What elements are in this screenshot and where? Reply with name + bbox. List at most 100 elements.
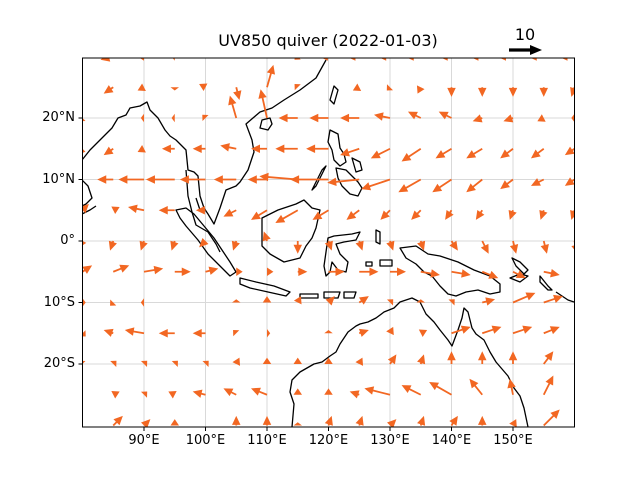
wind-arrow — [500, 178, 514, 190]
wind-arrow — [170, 240, 179, 251]
wind-arrow — [500, 148, 514, 159]
wind-arrow — [349, 390, 360, 399]
wind-arrow — [530, 178, 545, 186]
wind-arrow — [110, 360, 117, 368]
wind-arrow — [573, 354, 575, 365]
wind-arrow — [97, 175, 114, 184]
wind-arrow — [139, 58, 144, 61]
wind-arrow — [232, 299, 241, 303]
wind-arrow — [124, 327, 145, 336]
wind-arrow — [374, 112, 391, 121]
wind-arrow — [231, 240, 240, 251]
wind-arrow — [478, 415, 487, 426]
wind-arrow — [293, 357, 302, 364]
wind-arrow — [82, 330, 86, 337]
wind-arrow — [118, 175, 144, 184]
wind-arrow — [451, 325, 471, 335]
wind-arrow — [475, 209, 485, 220]
wind-arrow — [267, 329, 271, 338]
wind-arrow — [262, 357, 272, 364]
wind-arrow — [110, 299, 117, 306]
wind-arrow — [478, 87, 487, 97]
wind-arrow — [202, 360, 209, 368]
wind-arrow — [420, 269, 440, 278]
wind-arrow — [278, 113, 298, 123]
wind-arrow — [361, 178, 391, 191]
wind-arrow — [275, 144, 298, 153]
wind-arrow — [370, 147, 391, 159]
wind-arrow — [466, 147, 483, 159]
wind-arrow — [192, 329, 206, 338]
wind-arrow — [232, 415, 241, 426]
wind-arrow — [251, 209, 268, 220]
wind-arrow — [441, 58, 448, 61]
wind-arrow — [429, 381, 452, 396]
wind-arrow — [509, 240, 519, 254]
wind-arrow — [355, 357, 364, 366]
wind-arrow — [386, 240, 395, 251]
wind-arrow — [543, 351, 554, 365]
wind-arrow — [564, 146, 575, 156]
wind-arrow — [297, 267, 308, 276]
wind-arrow — [574, 328, 575, 337]
wind-arrow — [290, 175, 329, 184]
wind-arrow — [469, 378, 483, 396]
wind-arrow — [82, 114, 86, 122]
wind-arrow — [398, 178, 422, 193]
wind-arrow — [435, 147, 452, 159]
y-tick-label: 20°S — [43, 356, 75, 371]
wind-arrow — [447, 351, 456, 364]
wind-arrow — [543, 409, 560, 427]
wind-arrow — [358, 328, 369, 337]
wind-arrow — [401, 385, 422, 396]
wind-arrow — [223, 388, 237, 397]
wind-arrow — [171, 113, 175, 123]
wind-arrow — [199, 83, 208, 92]
wind-arrow — [161, 144, 175, 153]
wind-arrow — [170, 419, 179, 426]
wind-arrow — [480, 240, 489, 254]
wind-arrow — [352, 83, 362, 92]
wind-arrow — [213, 175, 237, 184]
wind-arrow — [411, 209, 422, 220]
wind-arrow — [108, 240, 117, 251]
wind-arrow — [111, 390, 120, 399]
wind-arrow — [251, 144, 267, 153]
wind-arrow — [574, 296, 575, 306]
wind-arrow — [262, 415, 272, 426]
wind-arrow — [137, 83, 146, 92]
x-tick-label: 120°E — [308, 433, 349, 448]
wind-arrow — [543, 269, 560, 278]
wind-arrow — [324, 388, 333, 395]
wind-arrow — [542, 375, 554, 396]
wind-arrow — [258, 89, 268, 119]
wind-arrow — [324, 357, 333, 364]
wind-arrow — [340, 147, 360, 157]
wind-arrow — [324, 240, 333, 251]
wind-arrow — [416, 85, 425, 94]
wind-arrow — [202, 114, 209, 122]
wind-arrow — [140, 113, 144, 123]
wind-arrow — [407, 111, 422, 120]
wind-arrow — [294, 84, 301, 91]
wind-arrow — [293, 296, 302, 305]
wind-arrow — [503, 114, 514, 123]
wind-arrow — [438, 111, 452, 120]
wind-arrow — [168, 390, 177, 399]
wind-vectors — [73, 52, 575, 427]
wind-arrow — [82, 265, 93, 274]
wind-arrow — [508, 351, 518, 364]
wind-arrow — [447, 87, 456, 97]
y-tick-label: 0° — [60, 233, 75, 248]
wind-arrow — [449, 415, 458, 426]
wind-arrow — [312, 209, 329, 220]
wind-arrow — [266, 64, 276, 88]
wind-arrow — [407, 58, 414, 61]
y-tick-label: 10°S — [43, 294, 75, 310]
wind-arrow — [293, 422, 302, 426]
wind-arrow — [73, 52, 83, 61]
wind-arrow — [448, 299, 455, 306]
wind-arrow — [359, 267, 379, 276]
wind-arrow — [100, 58, 114, 62]
wind-arrow — [192, 389, 206, 398]
